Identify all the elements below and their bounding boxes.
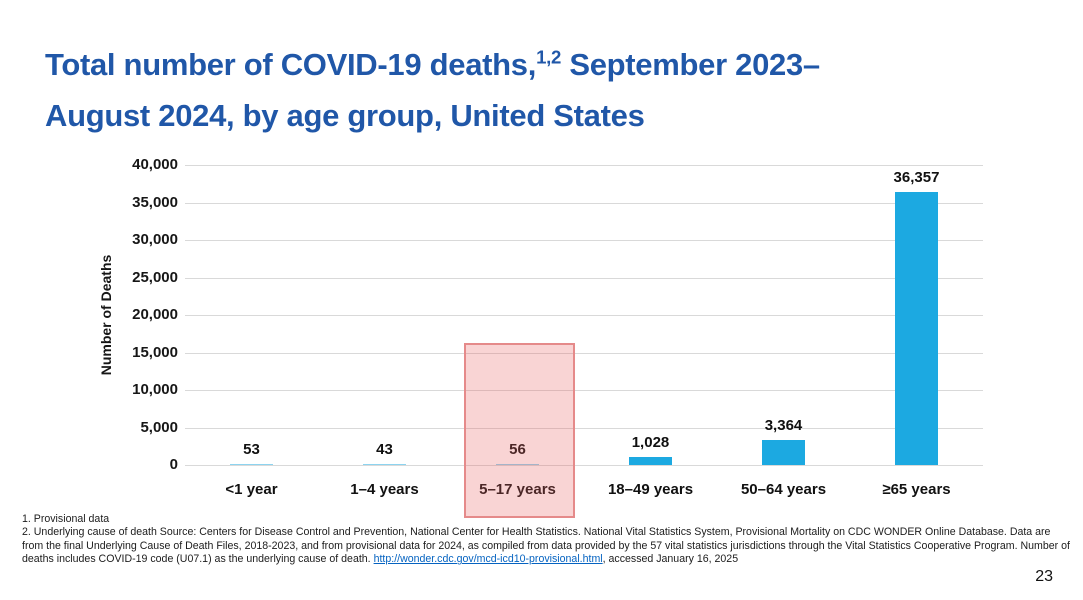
y-tick-label: 30,000 — [132, 231, 178, 248]
gridline — [185, 240, 983, 241]
y-tick-label: 15,000 — [132, 343, 178, 361]
y-tick-label: 40,000 — [132, 156, 178, 173]
footnote-2-text: 2. Underlying cause of death Source: Cen… — [22, 526, 1070, 566]
bar — [363, 463, 406, 465]
x-axis-label: <1 year — [225, 481, 278, 498]
x-axis-label: 18–49 years — [607, 481, 694, 498]
y-tick-label: 20,000 — [132, 306, 178, 323]
bar — [230, 463, 273, 465]
y-tick-label: 25,000 — [132, 268, 178, 286]
y-tick-label: 10,000 — [132, 381, 178, 398]
slide-title-part1: Total number of COVID-19 deaths, — [45, 46, 537, 82]
gridline — [185, 352, 983, 354]
bar-value-label: 56 — [509, 440, 526, 458]
slide-title-part2: September 2023– — [561, 46, 820, 82]
bar — [629, 457, 672, 465]
x-axis-label: ≥65 years — [882, 481, 951, 498]
bar-value-label: 53 — [243, 440, 260, 458]
gridline — [185, 315, 983, 316]
footnotes: 1. Provisional data 2. Underlying cause … — [22, 513, 1072, 567]
bar-value-label: 1,028 — [631, 434, 670, 452]
gridline — [185, 277, 983, 279]
gridline — [185, 202, 983, 204]
x-axis-label: 5–17 years — [479, 481, 556, 498]
page-number: 23 — [1035, 568, 1053, 585]
x-axis-label: 1–4 years — [350, 481, 419, 498]
gridline — [185, 165, 983, 166]
bar — [496, 463, 539, 465]
gridline — [185, 427, 983, 429]
bar-value-label: 36,357 — [893, 169, 940, 187]
bar — [762, 439, 805, 465]
y-tick-label: 35,000 — [132, 193, 178, 211]
footnote-2-suffix: , accessed January 16, 2025 — [602, 553, 739, 566]
gridline — [185, 390, 983, 391]
bar-value-label: 3,364 — [764, 416, 803, 434]
bar-value-label: 43 — [376, 440, 393, 458]
footnote-1: 1. Provisional data — [22, 513, 110, 525]
highlight-box — [464, 342, 575, 518]
footnote-source-link[interactable]: http://wonder.cdc.gov/mcd-icd10-provisio… — [373, 553, 603, 566]
slide-title-line2: August 2024, by age group, United States — [45, 97, 645, 133]
y-tick-label: 5,000 — [140, 418, 178, 436]
y-tick-label: 0 — [169, 456, 178, 473]
slide-title-superscript: 1,2 — [536, 46, 562, 68]
footnote-2: 2. Underlying cause of death Source: Cen… — [22, 526, 1072, 566]
bar — [895, 192, 938, 465]
x-axis-label: 50–64 years — [740, 481, 827, 498]
slide-title: Total number of COVID-19 deaths,1,2 Sept… — [45, 39, 1055, 141]
gridline — [185, 465, 983, 466]
